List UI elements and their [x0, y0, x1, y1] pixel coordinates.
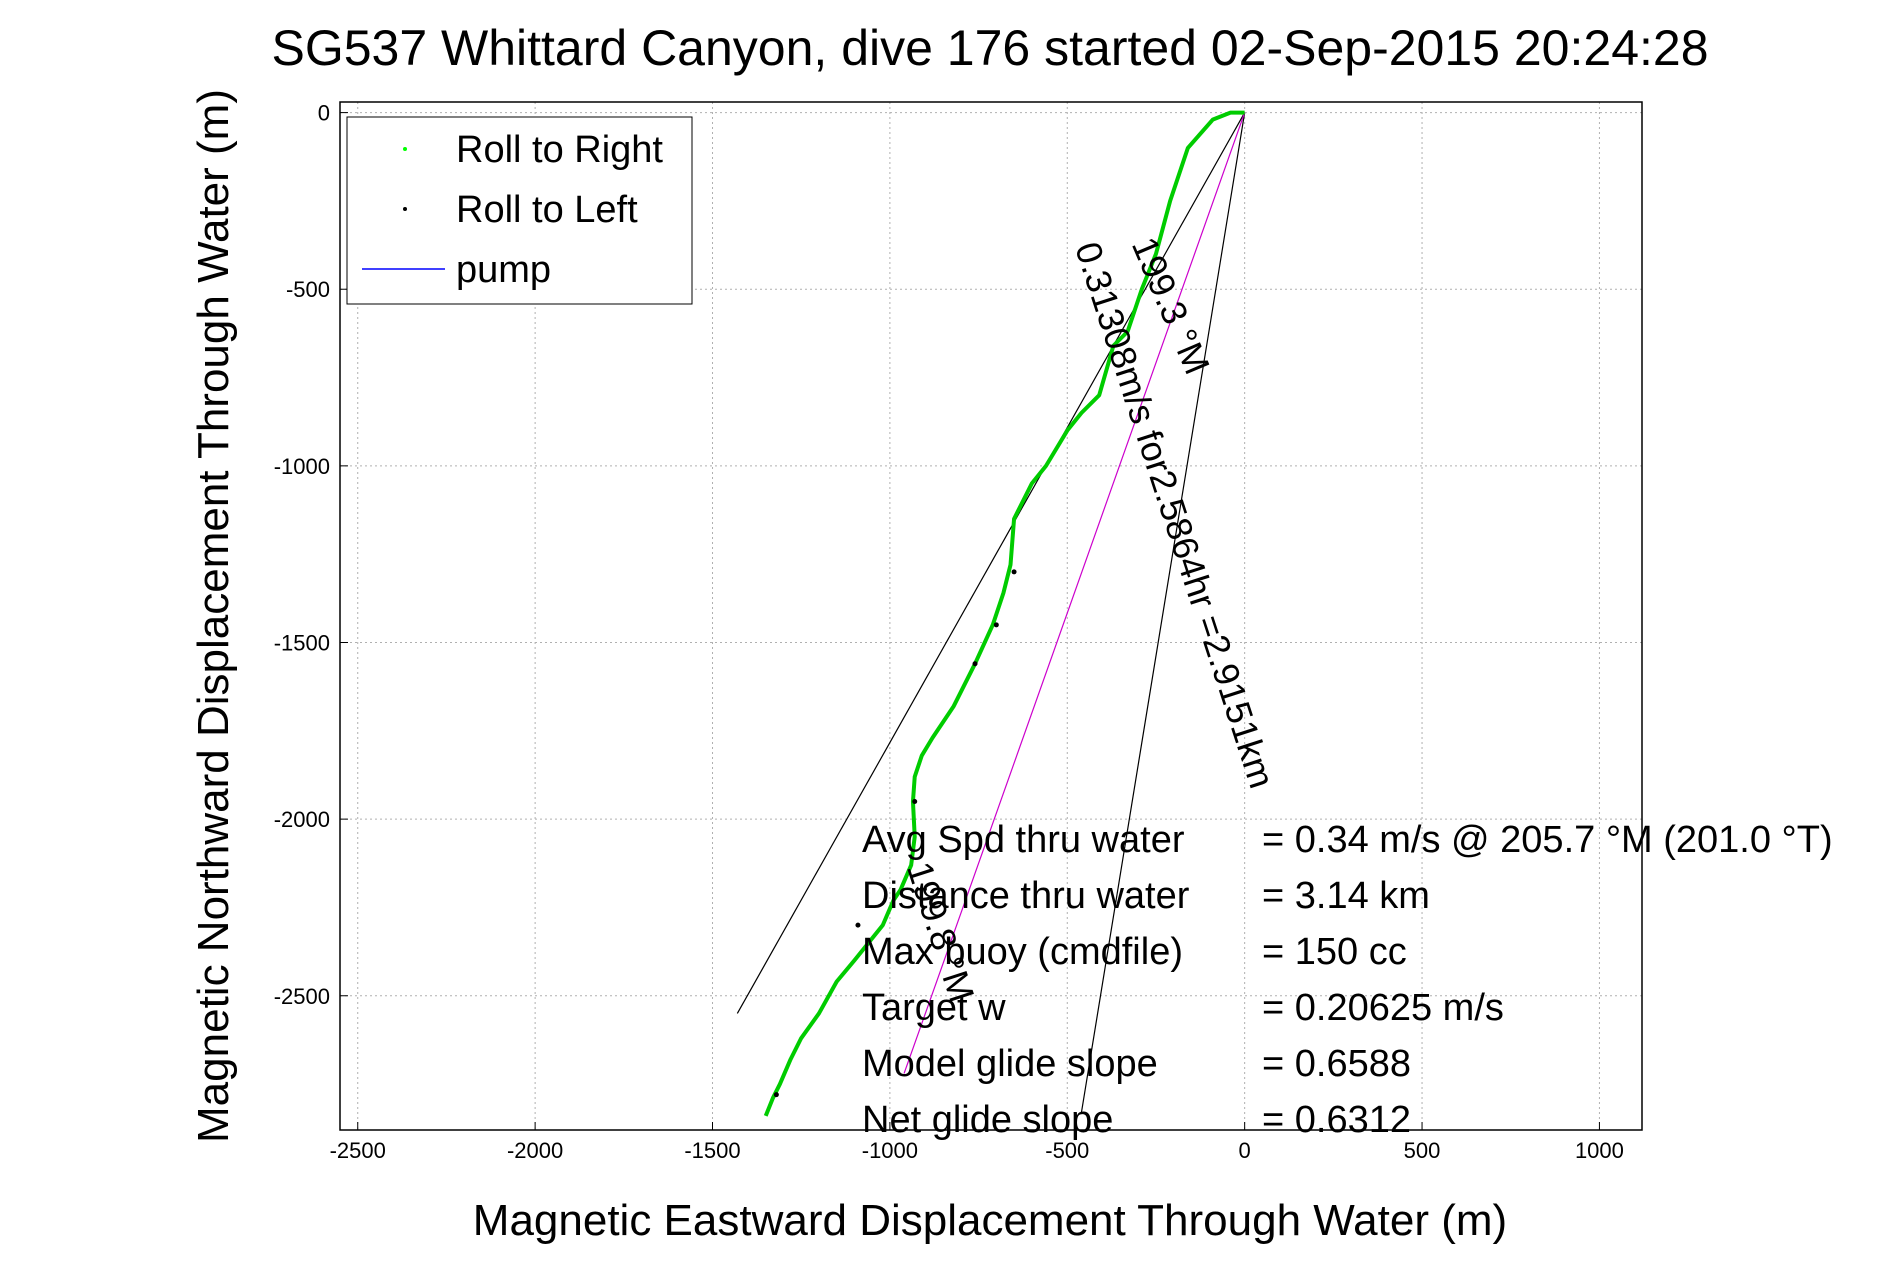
info-label: Net glide slope: [862, 1099, 1113, 1141]
reference-lines: [736, 112, 1246, 1113]
x-tick-label: 500: [1404, 1138, 1441, 1163]
info-value: = 150 cc: [1262, 931, 1407, 973]
net-line: [1080, 112, 1246, 1113]
x-tick-label: -1500: [684, 1138, 740, 1163]
roll-left-point: [773, 1092, 779, 1098]
roll-left-point: [993, 622, 999, 628]
roll-left-point: [912, 798, 918, 804]
legend-marker: [403, 207, 407, 211]
info-value: = 0.20625 m/s: [1262, 987, 1504, 1029]
info-label: Model glide slope: [862, 1043, 1158, 1085]
info-value: = 3.14 km: [1262, 875, 1430, 917]
y-tick-label: -2500: [274, 984, 330, 1009]
legend-label: Roll to Left: [456, 189, 638, 231]
info-value: = 0.34 m/s @ 205.7 °M (201.0 °T): [1262, 819, 1833, 861]
legend: Roll to Right Roll to Left pump: [346, 116, 693, 305]
y-tick-label: -500: [286, 277, 330, 302]
y-tick-label: 0: [318, 101, 330, 126]
roll-left-point: [855, 922, 861, 928]
info-label: Distance thru water: [862, 875, 1190, 917]
x-axis-label: Magnetic Eastward Displacement Through W…: [473, 1196, 1507, 1245]
x-tick-label: 1000: [1575, 1138, 1624, 1163]
info-block: Avg Spd thru water = 0.34 m/s @ 205.7 °M …: [862, 819, 1833, 1141]
legend-label: Roll to Right: [456, 129, 663, 171]
plot-frame: [339, 101, 1643, 1131]
y-tick-label: -1500: [274, 630, 330, 655]
x-tick-label: -500: [1045, 1138, 1089, 1163]
roll-left-point: [1011, 569, 1017, 575]
x-tick-label: -2000: [507, 1138, 563, 1163]
info-label: Max buoy (cmdfile): [862, 931, 1183, 973]
roll-left-point: [972, 661, 978, 667]
info-label: Target w: [862, 987, 1006, 1029]
heading-line: [903, 112, 1246, 1074]
target-line: [736, 112, 1246, 1014]
info-value: = 0.6312: [1262, 1099, 1411, 1141]
grid: [340, 102, 1642, 1130]
x-tick-label: -2500: [330, 1138, 386, 1163]
x-tick-label: 0: [1239, 1138, 1251, 1163]
ticks: -2500 -2000 -1500 -1000 -500 0 500 1000 0 -500 -10…: [274, 101, 1624, 1163]
info-value: = 0.6588: [1262, 1043, 1411, 1085]
track-series: [763, 110, 1245, 1117]
chart-title: SG537 Whittard Canyon, dive 176 started …: [271, 20, 1708, 76]
x-tick-label: -1000: [862, 1138, 918, 1163]
legend-marker: [403, 147, 407, 151]
y-tick-label: -1000: [274, 454, 330, 479]
y-axis-label: Magnetic Northward Displacement Through …: [189, 89, 238, 1143]
legend-label: pump: [456, 249, 551, 291]
roll-right-track: [763, 110, 1245, 1117]
y-tick-label: -2000: [274, 807, 330, 832]
info-label: Avg Spd thru water: [862, 819, 1185, 861]
